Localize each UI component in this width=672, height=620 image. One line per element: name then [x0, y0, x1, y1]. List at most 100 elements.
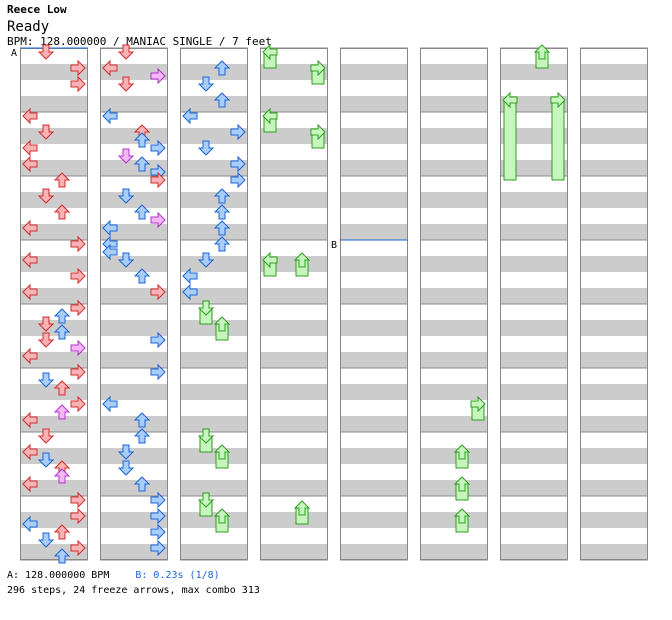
freeze-arrow-head: [293, 500, 311, 516]
left-arrow-icon: [22, 475, 38, 493]
left-arrow-icon: [22, 251, 38, 269]
freeze-arrow-head: [262, 251, 278, 269]
chart-column: [20, 47, 88, 561]
beat-band: [100, 352, 168, 368]
beat-band: [340, 64, 408, 80]
beat-band: [420, 96, 488, 112]
beat-band: [260, 448, 328, 464]
beat-band: [500, 128, 568, 144]
up-arrow-icon: [213, 204, 231, 220]
down-arrow-icon: [117, 252, 135, 268]
beat-band: [340, 512, 408, 528]
beat-band: [260, 192, 328, 208]
up-arrow-icon: [133, 476, 151, 492]
beat-band: [260, 544, 328, 560]
left-arrow-icon: [102, 219, 118, 237]
chart-stats: 296 steps, 24 freeze arrows, max combo 3…: [7, 585, 260, 596]
right-arrow-icon: [230, 171, 246, 189]
right-arrow-icon: [150, 283, 166, 301]
left-arrow-icon: [22, 515, 38, 533]
up-arrow-icon: [53, 172, 71, 188]
right-arrow-icon: [150, 491, 166, 509]
freeze-arrow-head: [470, 395, 486, 413]
beat-band: [420, 64, 488, 80]
beat-band: [20, 96, 88, 112]
down-arrow-icon: [197, 252, 215, 268]
beat-band: [180, 448, 248, 464]
beat-band: [500, 448, 568, 464]
beat-band: [340, 320, 408, 336]
beat-band: [500, 160, 568, 176]
beat-band: [100, 448, 168, 464]
beat-band: [100, 128, 168, 144]
right-arrow-icon: [150, 139, 166, 157]
column-border: [580, 48, 648, 560]
beat-band: [260, 352, 328, 368]
up-arrow-icon: [133, 428, 151, 444]
beat-band: [340, 96, 408, 112]
down-arrow-icon: [37, 452, 55, 468]
beat-band: [580, 288, 648, 304]
beat-band: [420, 544, 488, 560]
down-arrow-icon: [37, 372, 55, 388]
left-arrow-icon: [102, 107, 118, 125]
down-arrow-icon: [37, 44, 55, 60]
right-arrow-icon: [150, 539, 166, 557]
beat-band: [420, 288, 488, 304]
down-arrow-icon: [37, 332, 55, 348]
song-title: Ready: [7, 19, 50, 35]
beat-band: [420, 128, 488, 144]
beat-band: [580, 384, 648, 400]
beat-band: [20, 128, 88, 144]
down-arrow-icon: [117, 76, 135, 92]
beat-band: [500, 320, 568, 336]
beat-band: [580, 352, 648, 368]
left-arrow-icon: [182, 267, 198, 285]
down-arrow-icon: [37, 124, 55, 140]
beat-band: [420, 256, 488, 272]
beat-band: [500, 256, 568, 272]
column-border: [180, 48, 248, 560]
up-arrow-icon: [53, 468, 71, 484]
right-arrow-icon: [150, 523, 166, 541]
beat-band: [420, 448, 488, 464]
beat-band: [580, 224, 648, 240]
step-chart: AB: [11, 43, 648, 564]
beat-band: [180, 544, 248, 560]
beat-band: [180, 512, 248, 528]
beat-band: [180, 96, 248, 112]
right-arrow-icon: [70, 491, 86, 509]
beat-band: [420, 384, 488, 400]
right-arrow-icon: [70, 267, 86, 285]
beat-band: [100, 256, 168, 272]
beat-band: [180, 224, 248, 240]
beat-band: [340, 416, 408, 432]
beat-band: [580, 192, 648, 208]
beat-band: [20, 384, 88, 400]
down-arrow-icon: [117, 444, 135, 460]
right-arrow-icon: [150, 363, 166, 381]
beat-band: [580, 320, 648, 336]
left-arrow-icon: [22, 139, 38, 157]
beat-band: [500, 288, 568, 304]
beat-band: [580, 544, 648, 560]
right-arrow-icon: [70, 363, 86, 381]
left-arrow-icon: [22, 347, 38, 365]
beat-band: [260, 480, 328, 496]
freeze-arrow-head: [262, 107, 278, 125]
left-arrow-icon: [182, 283, 198, 301]
column-border: [340, 48, 408, 560]
beat-band: [420, 352, 488, 368]
up-arrow-icon: [53, 548, 71, 564]
beat-band: [580, 128, 648, 144]
down-arrow-icon: [117, 44, 135, 60]
down-arrow-icon: [197, 76, 215, 92]
freeze-body: [503, 99, 517, 181]
beat-band: [580, 480, 648, 496]
up-arrow-icon: [133, 132, 151, 148]
beat-band: [500, 352, 568, 368]
beat-band: [20, 320, 88, 336]
up-arrow-icon: [213, 92, 231, 108]
up-arrow-icon: [53, 524, 71, 540]
beat-band: [340, 192, 408, 208]
